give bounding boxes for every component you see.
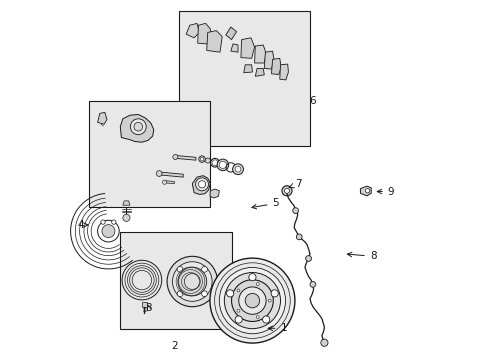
Circle shape xyxy=(130,119,146,135)
Text: 2: 2 xyxy=(171,341,177,351)
Circle shape xyxy=(201,266,207,272)
Polygon shape xyxy=(197,23,211,44)
Circle shape xyxy=(209,258,294,343)
Circle shape xyxy=(256,316,259,319)
Text: 1: 1 xyxy=(267,323,286,333)
Text: 4: 4 xyxy=(77,220,88,230)
Polygon shape xyxy=(165,181,174,184)
Circle shape xyxy=(232,164,243,175)
Bar xyxy=(120,232,231,329)
Circle shape xyxy=(231,280,273,321)
Bar xyxy=(179,11,310,146)
Text: 6: 6 xyxy=(308,96,315,106)
Polygon shape xyxy=(176,156,196,160)
Circle shape xyxy=(296,234,302,240)
Circle shape xyxy=(292,208,298,213)
Text: 7: 7 xyxy=(288,179,301,189)
Polygon shape xyxy=(241,38,254,58)
Text: 8: 8 xyxy=(346,251,376,261)
Polygon shape xyxy=(120,114,153,142)
Polygon shape xyxy=(279,64,288,80)
Circle shape xyxy=(237,309,240,312)
Circle shape xyxy=(167,256,217,307)
Text: 3: 3 xyxy=(145,303,152,313)
Polygon shape xyxy=(230,44,238,52)
Circle shape xyxy=(98,220,119,242)
Circle shape xyxy=(201,291,207,297)
Circle shape xyxy=(268,299,270,302)
Circle shape xyxy=(156,171,162,176)
Circle shape xyxy=(177,291,183,297)
Circle shape xyxy=(177,266,183,272)
Circle shape xyxy=(262,316,269,323)
Circle shape xyxy=(212,160,218,166)
Circle shape xyxy=(365,189,369,193)
Circle shape xyxy=(162,180,166,184)
Circle shape xyxy=(217,159,228,171)
Circle shape xyxy=(270,290,278,297)
Circle shape xyxy=(282,186,291,196)
Polygon shape xyxy=(271,58,281,75)
Polygon shape xyxy=(122,201,130,205)
Polygon shape xyxy=(244,65,252,73)
Circle shape xyxy=(226,290,233,297)
Text: 9: 9 xyxy=(376,186,394,197)
Circle shape xyxy=(199,156,205,162)
Polygon shape xyxy=(160,172,183,177)
Circle shape xyxy=(178,267,206,296)
Circle shape xyxy=(244,293,259,308)
Circle shape xyxy=(256,283,259,285)
Circle shape xyxy=(198,181,205,188)
Polygon shape xyxy=(206,31,222,52)
Polygon shape xyxy=(255,68,264,76)
Circle shape xyxy=(219,267,285,334)
Circle shape xyxy=(172,154,178,159)
Circle shape xyxy=(195,178,208,191)
Circle shape xyxy=(320,339,327,346)
Circle shape xyxy=(219,161,226,168)
Circle shape xyxy=(238,287,265,314)
Circle shape xyxy=(248,274,256,281)
Polygon shape xyxy=(192,176,210,194)
Circle shape xyxy=(102,225,115,238)
Polygon shape xyxy=(209,189,219,198)
Circle shape xyxy=(134,122,142,131)
Polygon shape xyxy=(264,51,273,69)
Circle shape xyxy=(184,274,200,289)
Circle shape xyxy=(205,158,210,163)
Polygon shape xyxy=(98,112,107,124)
Circle shape xyxy=(237,289,240,292)
Circle shape xyxy=(309,282,315,287)
Circle shape xyxy=(200,157,203,161)
Bar xyxy=(89,101,209,207)
Circle shape xyxy=(122,214,130,221)
Circle shape xyxy=(101,220,105,224)
Circle shape xyxy=(111,220,116,224)
Circle shape xyxy=(235,166,241,172)
Circle shape xyxy=(214,263,289,338)
Polygon shape xyxy=(225,27,236,40)
Circle shape xyxy=(305,256,311,261)
Circle shape xyxy=(235,316,242,323)
Circle shape xyxy=(224,273,280,329)
Polygon shape xyxy=(360,186,370,196)
Polygon shape xyxy=(141,302,147,307)
Circle shape xyxy=(172,262,212,301)
Polygon shape xyxy=(186,23,199,38)
Text: 5: 5 xyxy=(251,198,279,209)
Circle shape xyxy=(284,188,289,193)
Polygon shape xyxy=(254,45,265,63)
